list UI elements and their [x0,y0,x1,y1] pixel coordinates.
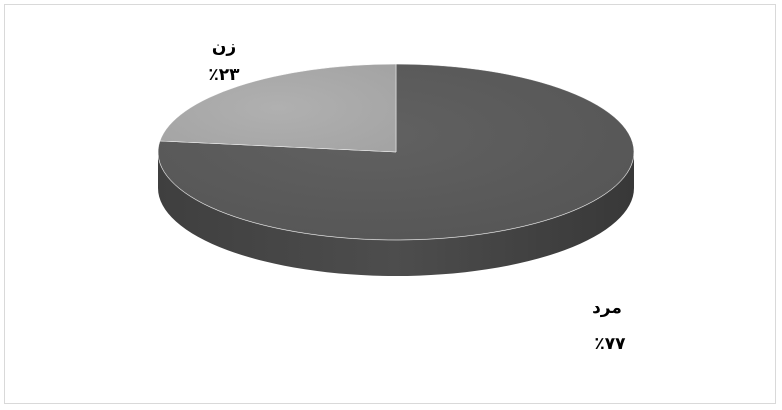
slice-value-zan: ٪۲۳ [208,65,240,85]
pie-slice-zan [159,63,397,153]
slice-value-mard: ٪۷۷ [594,334,626,354]
slice-label-mard: مرد [592,298,622,318]
pie-rim [157,63,635,241]
slice-label-zan: زن [212,37,236,57]
pie-side-wall [158,152,634,276]
